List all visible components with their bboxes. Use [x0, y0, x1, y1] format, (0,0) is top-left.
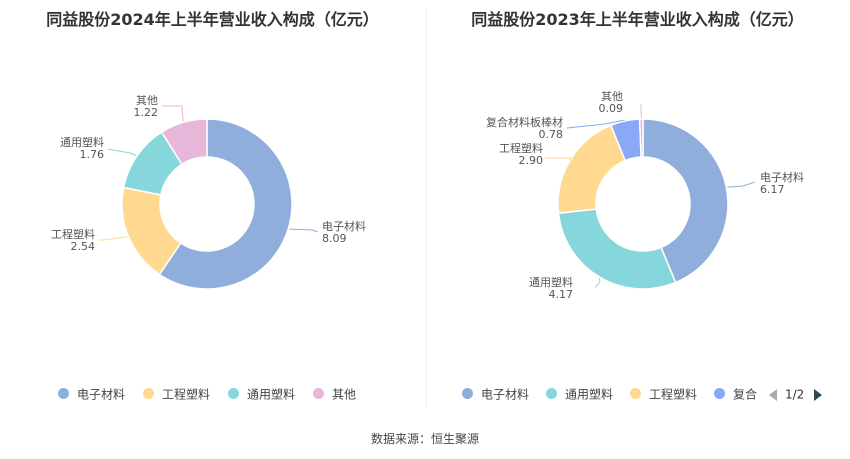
slice-value-label: 4.17	[549, 288, 574, 301]
slice-value-label: 6.17	[760, 183, 785, 196]
slice-label: 其他	[136, 94, 158, 107]
leader-line	[566, 119, 625, 129]
slice-value-label: 2.54	[71, 240, 96, 253]
chevron-left-icon[interactable]	[769, 388, 777, 401]
leader-line	[107, 148, 137, 156]
leader-line	[289, 228, 319, 233]
legend-2023: 电子材料 通用塑料 工程塑料 复合 1/2	[425, 384, 850, 404]
donut-slice[interactable]	[638, 118, 644, 158]
legend-page-indicator: 1/2	[785, 387, 805, 402]
legend-item-electronic[interactable]: 电子材料	[58, 384, 125, 404]
legend-item-electronic[interactable]: 电子材料	[462, 384, 529, 404]
donut-slice[interactable]	[557, 208, 677, 290]
legend-label: 复合	[733, 387, 758, 402]
legend-label: 其他	[332, 387, 357, 402]
slice-value-label: 0.78	[539, 128, 564, 141]
chart-title-2024: 同益股份2024年上半年营业收入构成（亿元）	[46, 10, 379, 29]
legend-pager: 1/2	[769, 384, 823, 404]
legend-label: 电子材料	[77, 387, 126, 402]
legend-dot-icon	[143, 388, 154, 399]
chart-title-2023: 同益股份2023年上半年营业收入构成（亿元）	[471, 10, 804, 29]
panel-divider	[426, 8, 427, 408]
slice-value-label: 1.22	[134, 106, 159, 119]
donut-slice[interactable]	[642, 118, 729, 284]
slice-label: 复合材料板棒材	[486, 115, 563, 129]
legend-dot-icon	[462, 388, 473, 399]
slice-label: 工程塑料	[51, 227, 95, 241]
legend-item-general[interactable]: 通用塑料	[546, 384, 613, 404]
donut-slice[interactable]	[158, 118, 293, 290]
slice-label: 通用塑料	[529, 275, 573, 289]
chart-panel-2023: 同益股份2023年上半年营业收入构成（亿元） 电子材料 6.17 通用塑料 4.17 工…	[425, 0, 850, 410]
legend-item-general[interactable]: 通用塑料	[228, 384, 295, 404]
legend-dot-icon	[58, 388, 69, 399]
legend-item-other[interactable]: 其他	[313, 384, 356, 404]
legend-dot-icon	[630, 388, 641, 399]
legend-label: 工程塑料	[162, 387, 211, 402]
leader-line	[594, 277, 601, 288]
legend-label: 通用塑料	[247, 387, 296, 402]
leader-line	[98, 236, 128, 241]
legend-dot-icon	[546, 388, 557, 399]
leader-line	[727, 181, 756, 188]
legend-label: 通用塑料	[565, 387, 614, 402]
legend-item-engineering[interactable]: 工程塑料	[143, 384, 210, 404]
slice-label: 通用塑料	[60, 135, 104, 149]
slice-value-label: 0.09	[599, 102, 624, 115]
slice-label: 电子材料	[760, 170, 804, 184]
slice-value-label: 2.90	[519, 154, 544, 167]
data-source-note: 数据来源：恒生聚源	[370, 432, 479, 446]
legend-item-composite[interactable]: 复合	[714, 384, 757, 404]
legend-2024: 电子材料 工程塑料 通用塑料 其他	[0, 384, 425, 404]
legend-dot-icon	[228, 388, 239, 399]
legend-dot-icon	[714, 388, 725, 399]
legend-label: 电子材料	[481, 387, 530, 402]
slice-label: 电子材料	[322, 219, 366, 233]
leader-line	[162, 105, 184, 122]
legend-label: 工程塑料	[649, 387, 698, 402]
donut-slice[interactable]	[557, 124, 627, 214]
slice-value-label: 8.09	[322, 232, 347, 245]
donut-slice[interactable]	[160, 118, 208, 166]
slice-label: 其他	[601, 90, 623, 103]
chart-panel-2024: 同益股份2024年上半年营业收入构成（亿元） 电子材料 8.09 工程塑料 2.54 通…	[0, 0, 425, 410]
slice-label: 工程塑料	[499, 141, 543, 155]
legend-dot-icon	[313, 388, 324, 399]
leader-line	[545, 157, 573, 161]
chevron-right-icon[interactable]	[814, 388, 823, 401]
slice-value-label: 1.76	[80, 148, 105, 161]
legend-item-engineering[interactable]: 工程塑料	[630, 384, 697, 404]
